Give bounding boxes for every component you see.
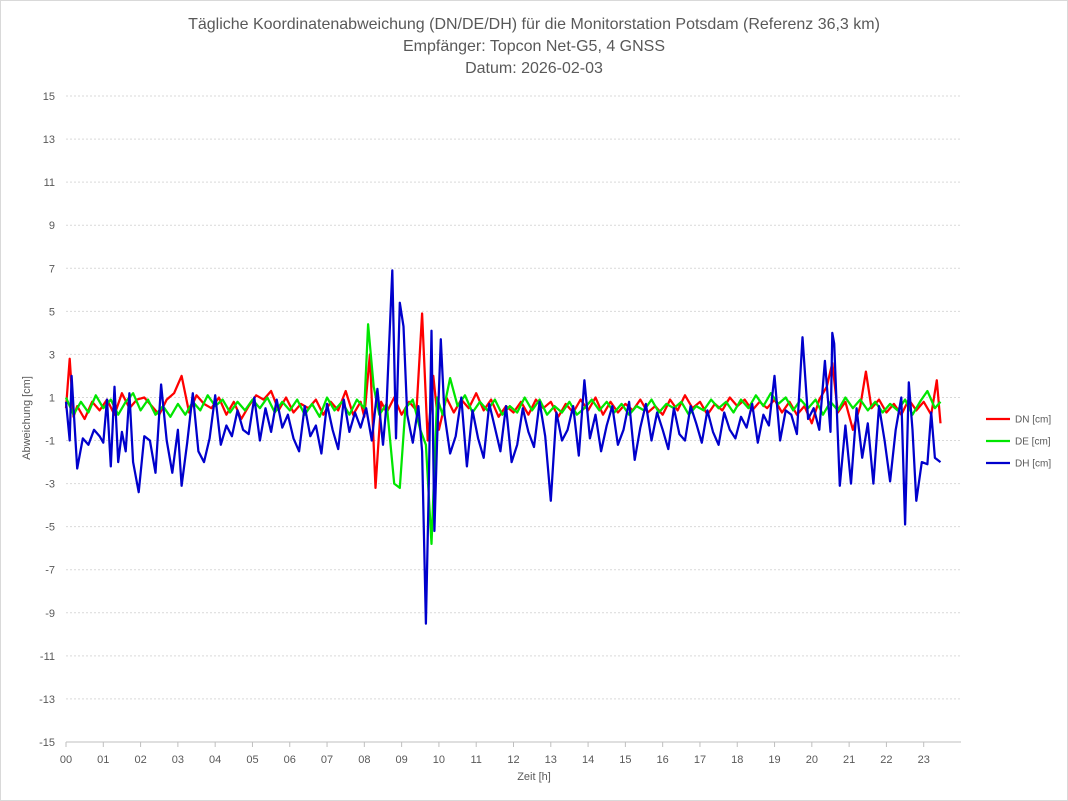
x-tick-label: 16 xyxy=(657,754,669,766)
x-tick-label: 10 xyxy=(433,754,445,766)
x-tick-label: 05 xyxy=(246,754,258,766)
y-axis-title: Abweichung [cm] xyxy=(21,376,33,460)
x-tick-label: 03 xyxy=(172,754,184,766)
legend: DN [cm] DE [cm] DH [cm] xyxy=(986,415,1051,470)
y-tick-label: 9 xyxy=(49,220,55,232)
series-line-de xyxy=(64,323,942,546)
y-tick-label: -15 xyxy=(39,737,55,749)
y-tick-label: 11 xyxy=(44,177,55,189)
series-group xyxy=(64,269,942,625)
legend-label: DH [cm] xyxy=(1015,459,1051,470)
x-tick-label: 09 xyxy=(396,754,408,766)
x-tick-label: 17 xyxy=(694,754,706,766)
y-tick-label: -11 xyxy=(40,651,55,663)
y-tick-label: 1 xyxy=(49,392,55,404)
y-tick-label: 7 xyxy=(49,263,55,275)
x-tick-label: 07 xyxy=(321,754,333,766)
x-tick-label: 19 xyxy=(768,754,780,766)
y-tick-label: -13 xyxy=(39,694,55,706)
y-tick-label: -3 xyxy=(45,479,55,491)
x-tick-label: 23 xyxy=(918,754,930,766)
x-tick-label: 01 xyxy=(97,754,109,766)
series-line-dh xyxy=(64,269,942,625)
y-tick-label: 5 xyxy=(49,306,55,318)
x-tick-label: 14 xyxy=(582,754,594,766)
x-tick-label: 00 xyxy=(60,754,72,766)
y-axis-ticks: 15 13 11 9 7 5 3 1 -1 -3 -5 -7 -9 -11 -13 -15 xyxy=(39,91,55,749)
chart-subtitle: Empfänger: Topcon Net-G5, 4 GNSS xyxy=(403,38,665,55)
x-tick-label: 21 xyxy=(843,754,855,766)
y-tick-label: 3 xyxy=(49,349,55,361)
x-tick-label: 04 xyxy=(209,754,221,766)
x-tick-label: 18 xyxy=(731,754,743,766)
x-tick-label: 02 xyxy=(134,754,146,766)
y-tick-label: -1 xyxy=(45,436,55,448)
x-axis-ticks: 00 01 02 03 04 05 06 07 08 09 10 11 12 13 14 15 16 17 18 19… xyxy=(60,742,930,766)
y-tick-label: 13 xyxy=(43,134,55,146)
chart-title: Tägliche Koordinatenabweichung (DN/DE/DH… xyxy=(188,16,880,33)
chart-date: Datum: 2026-02-03 xyxy=(465,60,603,77)
x-tick-label: 20 xyxy=(806,754,818,766)
y-tick-label: -7 xyxy=(45,565,55,577)
x-tick-label: 12 xyxy=(507,754,519,766)
x-tick-label: 11 xyxy=(470,754,481,766)
series-line-dn xyxy=(64,312,942,490)
x-tick-label: 06 xyxy=(284,754,296,766)
legend-label: DN [cm] xyxy=(1015,415,1051,426)
x-axis-title: Zeit [h] xyxy=(517,771,551,783)
x-tick-label: 08 xyxy=(358,754,370,766)
y-tick-label: -5 xyxy=(45,522,55,534)
legend-label: DE [cm] xyxy=(1015,437,1051,448)
y-tick-label: -9 xyxy=(45,608,55,620)
x-tick-label: 22 xyxy=(880,754,892,766)
x-tick-label: 13 xyxy=(545,754,557,766)
x-tick-label: 15 xyxy=(619,754,631,766)
y-tick-label: 15 xyxy=(43,91,55,103)
gridlines xyxy=(66,95,961,700)
